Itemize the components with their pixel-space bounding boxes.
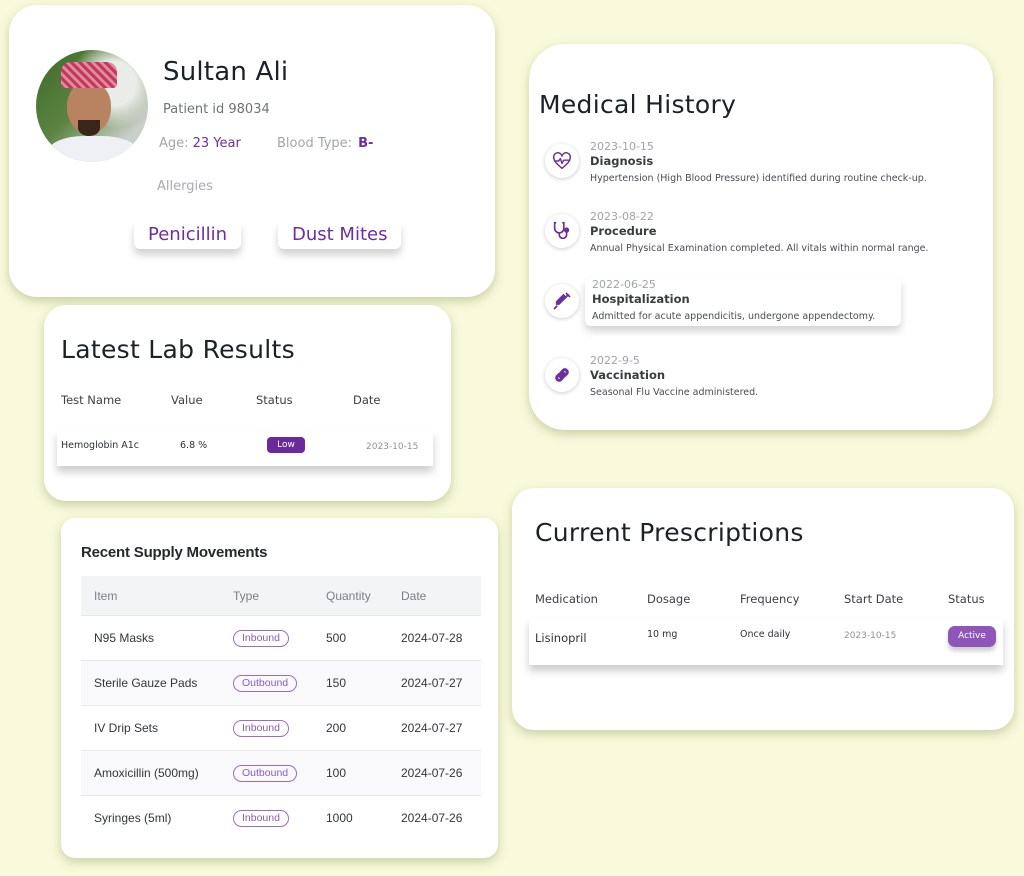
supply-item: Sterile Gauze Pads bbox=[94, 676, 198, 690]
blood-type-value: B- bbox=[358, 136, 374, 151]
history-description: Annual Physical Examination completed. A… bbox=[590, 243, 929, 254]
supply-quantity: 1000 bbox=[326, 811, 353, 825]
history-description: Hypertension (High Blood Pressure) ident… bbox=[590, 173, 927, 184]
supply-col-item: Item bbox=[94, 588, 118, 603]
age-value: 23 Year bbox=[192, 136, 241, 151]
supply-type-pill: Inbound bbox=[233, 629, 289, 647]
supply-quantity: 150 bbox=[326, 676, 347, 690]
rx-start-date: 2023-10-15 bbox=[844, 631, 897, 641]
supply-item: IV Drip Sets bbox=[94, 721, 159, 735]
supply-col-quantity: Quantity bbox=[326, 588, 371, 603]
history-description: Admitted for acute appendicitis, undergo… bbox=[592, 311, 876, 322]
patient-id: Patient id 98034 bbox=[163, 102, 270, 117]
history-description: Seasonal Flu Vaccine administered. bbox=[590, 387, 759, 398]
supply-table: Item Type Quantity Date N95 Masks Inboun… bbox=[81, 576, 481, 840]
patient-avatar bbox=[36, 50, 148, 162]
allergies-label: Allergies bbox=[157, 179, 213, 194]
lab-date: 2023-10-15 bbox=[366, 442, 419, 452]
prescriptions-card: Current Prescriptions Medication Dosage … bbox=[512, 488, 1014, 730]
patient-blood-type: Blood Type: B- bbox=[277, 136, 373, 151]
supply-date: 2024-07-26 bbox=[401, 811, 463, 825]
lab-results-title: Latest Lab Results bbox=[61, 335, 295, 364]
supply-type-pill: Outbound bbox=[233, 674, 298, 692]
table-row[interactable]: Sterile Gauze Pads Outbound 150 2024-07-… bbox=[81, 660, 481, 705]
supply-col-type: Type bbox=[233, 588, 260, 603]
stethoscope-icon bbox=[545, 214, 579, 248]
rx-col-frequency: Frequency bbox=[740, 592, 800, 606]
heartbeat-icon bbox=[545, 144, 579, 178]
supply-quantity: 100 bbox=[326, 766, 347, 780]
supply-item: Syringes (5ml) bbox=[94, 811, 172, 825]
supply-date: 2024-07-27 bbox=[401, 721, 463, 735]
supply-quantity: 500 bbox=[326, 631, 347, 645]
rx-dosage: 10 mg bbox=[647, 629, 678, 640]
lab-test-name: Hemoglobin A1c bbox=[61, 440, 140, 451]
table-row[interactable]: Syringes (5ml) Inbound 1000 2024-07-26 bbox=[81, 795, 481, 840]
allergy-chip-dust-mites[interactable]: Dust Mites bbox=[278, 221, 402, 249]
history-item-highlight bbox=[585, 278, 901, 326]
prescription-row[interactable]: Lisinopril 10 mg Once daily 2023-10-15 A… bbox=[529, 618, 1003, 665]
supply-title: Recent Supply Movements bbox=[81, 544, 268, 561]
rx-medication: Lisinopril bbox=[535, 631, 587, 645]
table-row[interactable]: N95 Masks Inbound 500 2024-07-28 bbox=[81, 615, 481, 660]
lab-status-badge: Low bbox=[267, 437, 305, 453]
supply-quantity: 200 bbox=[326, 721, 347, 735]
supply-item: N95 Masks bbox=[94, 631, 155, 645]
rx-col-dosage: Dosage bbox=[647, 592, 691, 606]
table-row[interactable]: Amoxicillin (500mg) Outbound 100 2024-07… bbox=[81, 750, 481, 795]
medical-history-card: Medical History 2023-10-15 Diagnosis Hyp… bbox=[529, 44, 993, 430]
rx-status-badge: Active bbox=[948, 626, 996, 647]
supply-item: Amoxicillin (500mg) bbox=[94, 766, 199, 780]
supply-table-header: Item Type Quantity Date bbox=[81, 576, 481, 615]
lab-col-value: Value bbox=[171, 393, 203, 407]
supply-date: 2024-07-27 bbox=[401, 676, 463, 690]
rx-col-start-date: Start Date bbox=[844, 592, 904, 606]
history-date: 2023-10-15 bbox=[590, 140, 654, 153]
blood-type-label: Blood Type: bbox=[277, 136, 353, 151]
medical-history-title: Medical History bbox=[539, 90, 737, 119]
lab-result-row[interactable]: Hemoglobin A1c 6.8 % Low 2023-10-15 bbox=[57, 430, 433, 466]
rx-col-medication: Medication bbox=[535, 592, 598, 606]
history-date: 2023-08-22 bbox=[590, 210, 654, 223]
lab-value: 6.8 % bbox=[180, 440, 208, 451]
link-icon bbox=[545, 358, 579, 392]
rx-frequency: Once daily bbox=[740, 629, 791, 640]
allergy-chip-penicillin[interactable]: Penicillin bbox=[134, 221, 242, 249]
supply-col-date: Date bbox=[401, 588, 427, 603]
history-date: 2022-9-5 bbox=[590, 354, 640, 367]
history-type: Diagnosis bbox=[590, 154, 654, 168]
syringe-icon bbox=[545, 284, 579, 318]
supply-movements-card: Recent Supply Movements Item Type Quanti… bbox=[61, 518, 498, 858]
lab-col-test-name: Test Name bbox=[61, 393, 122, 407]
supply-date: 2024-07-28 bbox=[401, 631, 463, 645]
patient-age: Age: 23 Year bbox=[159, 136, 241, 151]
history-date: 2022-06-25 bbox=[592, 278, 656, 291]
lab-results-card: Latest Lab Results Test Name Value Statu… bbox=[44, 305, 451, 501]
history-type: Hospitalization bbox=[592, 292, 690, 306]
table-row[interactable]: IV Drip Sets Inbound 200 2024-07-27 bbox=[81, 705, 481, 750]
supply-type-pill: Inbound bbox=[233, 809, 289, 827]
lab-col-date: Date bbox=[353, 393, 381, 407]
patient-card: Sultan Ali Patient id 98034 Age: 23 Year… bbox=[9, 5, 495, 297]
history-type: Procedure bbox=[590, 224, 657, 238]
history-type: Vaccination bbox=[590, 368, 666, 382]
supply-date: 2024-07-26 bbox=[401, 766, 463, 780]
supply-type-pill: Outbound bbox=[233, 764, 298, 782]
prescriptions-title: Current Prescriptions bbox=[535, 518, 804, 547]
supply-type-pill: Inbound bbox=[233, 719, 289, 737]
age-label: Age: bbox=[159, 136, 193, 151]
patient-name: Sultan Ali bbox=[163, 57, 289, 87]
rx-col-status: Status bbox=[948, 592, 985, 606]
lab-col-status: Status bbox=[256, 393, 293, 407]
